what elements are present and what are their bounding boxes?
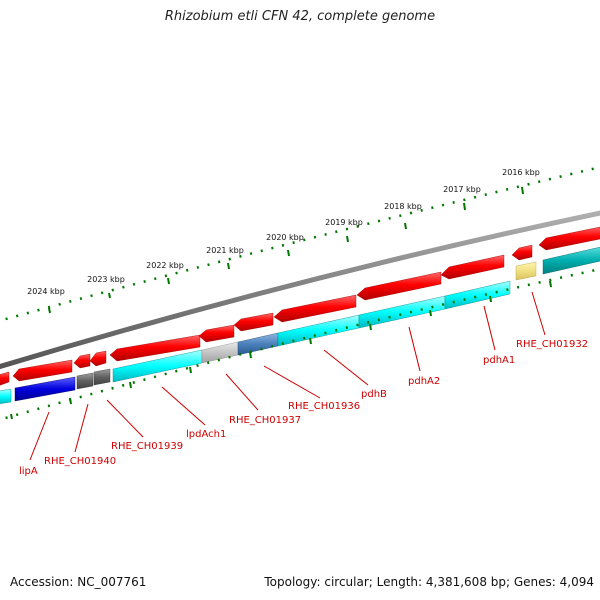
gene-label-leaders: [29, 291, 546, 461]
gene-label-pdhb: pdhB: [361, 389, 387, 400]
ruler-major-ticks: [48, 186, 524, 314]
gene-label-rhe-ch01936: RHE_CH01936: [288, 401, 360, 412]
cds-block: [76, 372, 94, 390]
inner-ruler-ticks: [10, 280, 552, 420]
gene-arrow: [198, 324, 235, 343]
cds-block: [542, 246, 600, 275]
gene-label-lipA: lipA: [19, 466, 38, 477]
genome-summary-text: Topology: circular; Length: 4,381,608 bp…: [264, 575, 594, 589]
gene-arrow: [73, 353, 91, 369]
cds-features: [0, 246, 600, 404]
gene-label-rhe-ch01937: RHE_CH01937: [229, 415, 301, 426]
gene-arrow: [511, 244, 533, 261]
gene-label-lpdach1: lpdAch1: [186, 429, 226, 440]
gene-arrow: [356, 271, 442, 301]
cds-block: [0, 388, 12, 404]
gene-arrow: [109, 334, 201, 362]
gene-arrow: [440, 254, 505, 280]
gene-label-rhe-ch01940: RHE_CH01940: [44, 456, 116, 467]
ruler-label-2021: 2021 kbp: [206, 246, 244, 255]
ruler-label-2022: 2022 kbp: [146, 261, 184, 270]
gene-label-rhe-ch01939: RHE_CH01939: [111, 441, 183, 452]
genome-title: Rhizobium etli CFN 42, complete genome: [164, 9, 436, 24]
cds-block: [201, 341, 239, 364]
genome-backbone: [0, 210, 600, 370]
forward-genes: [0, 226, 600, 386]
ruler-label-2018: 2018 kbp: [384, 202, 422, 211]
gene-arrow: [89, 350, 107, 367]
ruler-label-2020: 2020 kbp: [266, 233, 304, 242]
gene-label-pdha2: pdhA2: [408, 376, 440, 387]
gene-arrow: [12, 359, 73, 382]
ruler-label-2019: 2019 kbp: [325, 218, 363, 227]
cds-block: [444, 280, 511, 310]
cds-block: [515, 261, 537, 281]
gene-label-rhe-ch01932: RHE_CH01932: [516, 339, 588, 350]
cds-block: [14, 376, 76, 402]
gene-arrow: [0, 371, 10, 386]
cds-block: [237, 332, 279, 356]
cds-block: [93, 368, 111, 386]
ruler-label-2023: 2023 kbp: [87, 275, 125, 284]
gene-arrow: [538, 226, 600, 251]
ruler-label-2024: 2024 kbp: [27, 287, 65, 296]
gene-arrow: [273, 294, 357, 323]
inner-ruler-track: [0, 267, 600, 421]
gene-arrow: [233, 312, 274, 332]
gene-label-pdha1: pdhA1: [483, 355, 515, 366]
cds-block: [358, 295, 446, 329]
accession-text: Accession: NC_007761: [10, 575, 147, 589]
ruler-label-2016: 2016 kbp: [502, 168, 540, 177]
ruler-label-2017: 2017 kbp: [443, 185, 481, 194]
ruler-track: [0, 165, 600, 322]
